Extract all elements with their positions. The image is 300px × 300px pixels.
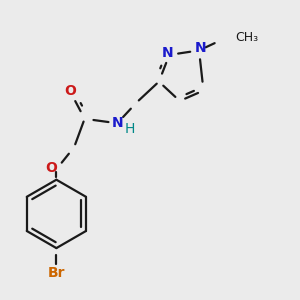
Text: O: O <box>64 84 76 98</box>
Text: N: N <box>195 41 206 55</box>
Text: Br: Br <box>48 266 65 280</box>
Text: N: N <box>162 46 174 59</box>
Text: N: N <box>112 116 124 130</box>
Text: CH₃: CH₃ <box>236 31 259 44</box>
Text: H: H <box>124 122 135 136</box>
Text: O: O <box>45 161 57 176</box>
